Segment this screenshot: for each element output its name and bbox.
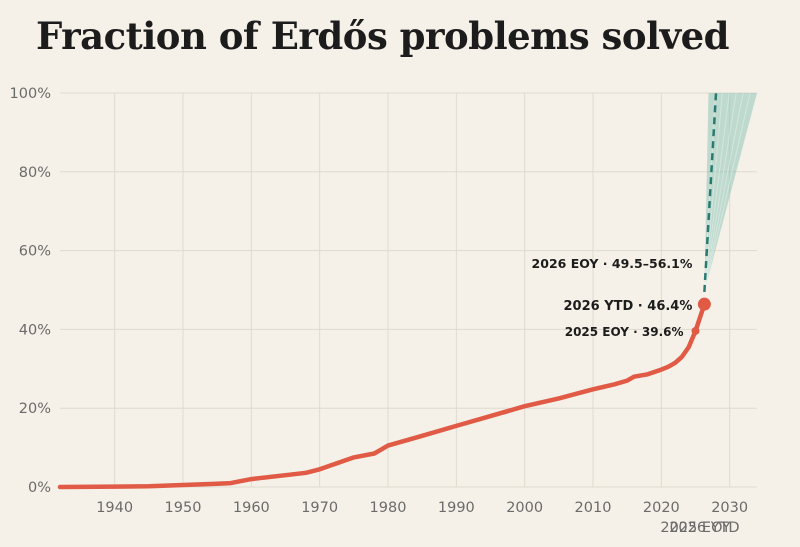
tick-labels: 0% 20% 40% 60% 80% 100% 1940 1950 1960 1970 1980 19… xyxy=(10,86,749,536)
solved-fraction-line xyxy=(57,301,707,490)
projection-fan-line xyxy=(703,92,744,293)
projection-fan-line xyxy=(703,92,751,293)
x-tick-label: 1960 xyxy=(233,500,270,516)
x-extra-label: 2025 EOY xyxy=(660,520,730,536)
annotation-2025-eoy: 2025 EOY · 39.6% xyxy=(565,325,684,339)
x-tick-label: 1950 xyxy=(165,500,202,516)
annotation-2026-ytd: 2026 YTD · 46.4% xyxy=(564,299,693,314)
projection-line xyxy=(703,92,718,293)
x-tick-label: 1980 xyxy=(370,500,407,516)
x-extra-label: 2026 YTD xyxy=(669,520,739,536)
series-layer xyxy=(57,297,711,490)
projection-band xyxy=(704,93,757,292)
projection-fan-line xyxy=(703,92,737,293)
projection-band-layer xyxy=(703,92,757,293)
y-tick-label: 0% xyxy=(28,480,51,496)
x-tick-label: 1990 xyxy=(438,500,475,516)
x-tick-label: 2020 xyxy=(643,500,680,516)
x-tick-label: 1940 xyxy=(96,500,133,516)
annotation-2026-eoy: 2026 EOY · 49.5–56.1% xyxy=(532,256,693,271)
x-tick-label: 2010 xyxy=(575,500,612,516)
grid xyxy=(60,92,757,488)
marker-2025-eoy xyxy=(691,326,700,335)
x-tick-label: 2000 xyxy=(506,500,543,516)
y-tick-label: 40% xyxy=(19,322,51,338)
y-tick-label: 20% xyxy=(19,401,51,417)
projection-fan-line xyxy=(703,92,730,293)
annotations: 2026 EOY · 49.5–56.1% 2026 YTD · 46.4% 202… xyxy=(532,256,693,339)
projection-fan-line xyxy=(703,92,723,293)
chart-title: Fraction of Erdős problems solved xyxy=(36,14,730,58)
y-tick-label: 80% xyxy=(19,165,51,181)
y-tick-label: 60% xyxy=(19,244,51,260)
x-tick-label: 1970 xyxy=(301,500,338,516)
marker-2026-ytd xyxy=(697,297,711,311)
y-tick-label: 100% xyxy=(10,86,51,102)
x-tick-label: 2030 xyxy=(711,500,748,516)
